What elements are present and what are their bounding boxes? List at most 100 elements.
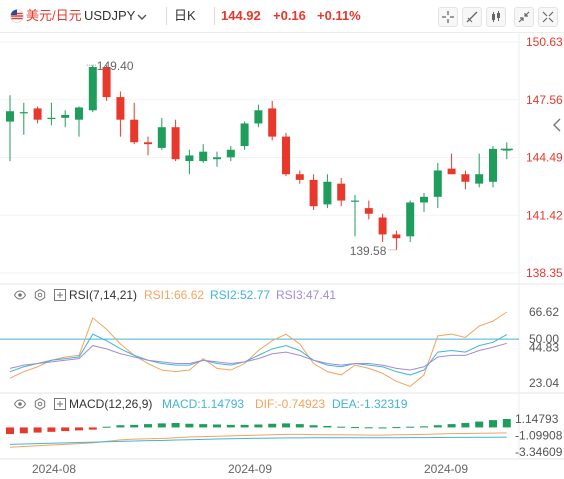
price-tick-label: 147.56 <box>526 93 563 107</box>
candle-body[interactable] <box>461 174 470 182</box>
macd-histogram-bar <box>282 423 290 428</box>
macd-histogram-bar <box>19 427 28 434</box>
candle-body[interactable] <box>420 196 428 203</box>
candle-body[interactable] <box>406 202 415 237</box>
candle-body[interactable] <box>19 112 28 114</box>
price-change-percent: +0.11% <box>317 8 361 23</box>
candle-body[interactable] <box>6 111 14 122</box>
rsi-line-rsi2 <box>9 333 508 376</box>
macd-histogram-bar <box>116 425 125 428</box>
candle-body[interactable] <box>33 108 42 120</box>
candle-body[interactable] <box>185 155 194 162</box>
candle-body[interactable] <box>226 149 235 158</box>
candle-body[interactable] <box>254 110 263 124</box>
macd-histogram-bar <box>226 424 235 428</box>
candle-body[interactable] <box>323 181 332 205</box>
pair-name: 美元/日元 <box>26 8 82 23</box>
candle-body[interactable] <box>364 208 373 214</box>
collapse-arrow-icon[interactable] <box>553 118 561 137</box>
macd-histogram-bar <box>199 424 208 428</box>
macd-line-dea <box>9 436 507 445</box>
candle-style-button[interactable] <box>486 7 506 27</box>
macd-line-dif <box>9 432 507 448</box>
candle-body[interactable] <box>171 127 180 160</box>
settings-icon[interactable] <box>34 288 46 306</box>
candle-body[interactable] <box>489 148 497 182</box>
candle-body[interactable] <box>309 179 318 207</box>
macd-histogram-bar <box>88 427 97 430</box>
candle-body[interactable] <box>47 117 56 120</box>
macd-label: MACD(12,26,9) <box>69 397 153 411</box>
timeframe-selector[interactable]: 日K <box>174 8 196 23</box>
macd-histogram-bar <box>461 423 470 428</box>
dea-value: DEA:-1.32319 <box>332 397 408 411</box>
macd-histogram-bar <box>33 427 42 433</box>
candle-body[interactable] <box>88 67 97 111</box>
candle-body[interactable] <box>102 67 111 98</box>
candle-body[interactable] <box>475 174 484 184</box>
settings-icon[interactable] <box>34 397 46 415</box>
macd-histogram-bar <box>240 424 249 428</box>
expand-panel-icon[interactable] <box>54 397 66 415</box>
candle-body[interactable] <box>157 127 166 148</box>
macd-histogram-bar <box>102 426 111 428</box>
candle-body[interactable] <box>213 157 221 160</box>
date-axis-label: 2024-09 <box>424 462 468 476</box>
macd-histogram-bar <box>323 425 332 428</box>
candle-body[interactable] <box>337 183 346 201</box>
price-tick-label: 144.49 <box>526 151 563 165</box>
candle-body[interactable] <box>130 119 139 143</box>
candle-body[interactable] <box>392 234 401 239</box>
crosshair-button[interactable] <box>438 7 458 27</box>
rsi1-value: RSI1:66.62 <box>144 288 205 302</box>
candle-body[interactable] <box>433 170 442 197</box>
eye-icon[interactable] <box>13 288 27 306</box>
candle-body[interactable] <box>295 174 304 180</box>
rsi-tick-label: 23.04 <box>529 376 559 390</box>
price-tick-label: 141.42 <box>526 208 563 222</box>
macd-tick-label: -3.34609 <box>515 445 563 459</box>
macd-histogram-bar <box>392 427 401 429</box>
chevron-down-icon[interactable] <box>136 10 148 28</box>
candle-body[interactable] <box>378 217 387 235</box>
candle-body[interactable] <box>61 114 70 118</box>
macd-histogram-bar <box>144 424 152 428</box>
macd-legend: MACD(12,26,9) MACD:1.14793 DIF:-0.74923 … <box>0 395 564 413</box>
low-price-label: 139.58 <box>350 244 387 258</box>
candle-body[interactable] <box>447 168 456 175</box>
rsi-label: RSI(7,14,21) <box>69 288 138 302</box>
candle-body[interactable] <box>75 107 83 120</box>
high-price-label: 149.40 <box>97 59 134 73</box>
fullscreen-button[interactable] <box>538 7 558 27</box>
candle-body[interactable] <box>199 151 208 162</box>
candle-body[interactable] <box>282 136 290 175</box>
eye-icon[interactable] <box>13 397 27 415</box>
crosshair-icon <box>442 11 454 23</box>
macd-histogram-bar <box>6 427 14 435</box>
macd-histogram-bar <box>475 421 484 428</box>
price-tick-label: 150.63 <box>526 35 563 49</box>
macd-histogram-bar <box>75 427 83 431</box>
macd-histogram-bar <box>309 425 318 428</box>
expand-panel-icon[interactable] <box>54 288 66 306</box>
candle-body[interactable] <box>144 142 152 145</box>
candle-body[interactable] <box>351 200 359 202</box>
candle-body[interactable] <box>116 97 125 120</box>
price-change: +0.16 <box>273 8 306 23</box>
macd-histogram-bar <box>171 423 180 428</box>
header-bar: 美元/日元 USDJPY 日K 144.92 +0.16 +0.11% <box>0 0 564 33</box>
candle-body[interactable] <box>240 123 249 147</box>
macd-histogram-bar <box>502 419 511 428</box>
divider <box>214 7 215 25</box>
candle-body[interactable] <box>268 108 277 137</box>
draw-line-button[interactable] <box>462 7 482 27</box>
shrink-button[interactable] <box>514 7 534 27</box>
rsi-line-rsi3 <box>9 342 507 371</box>
date-axis-label: 2024-09 <box>228 462 272 476</box>
dif-value: DIF:-0.74923 <box>255 397 326 411</box>
macd-histogram-bar <box>61 427 70 432</box>
macd-histogram-bar <box>157 423 166 428</box>
macd-histogram-bar <box>254 424 263 428</box>
rsi-tick-label: 66.62 <box>529 305 559 319</box>
